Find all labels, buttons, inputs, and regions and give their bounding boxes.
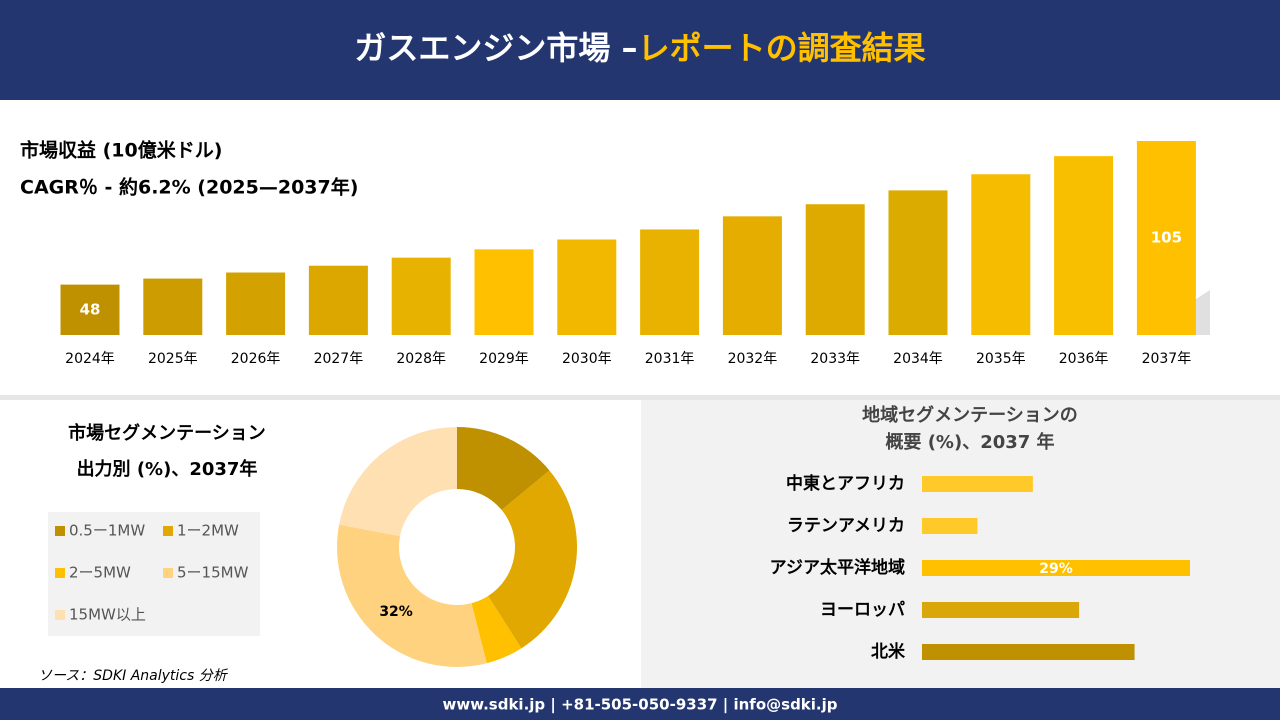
x-tick-label: 2029年	[479, 351, 529, 367]
header-title-part: ガスエンジン市場 –	[354, 29, 637, 67]
y-tick-label: 中東とアフリカ	[786, 473, 905, 494]
legend-label: 0.5ー1MW	[69, 522, 145, 540]
x-tick-label: 2026年	[231, 351, 281, 367]
header-title: ガスエンジン市場 –レポートの調査結果	[354, 29, 925, 67]
x-tick-label: 2033年	[810, 351, 860, 367]
value-label: 32%	[379, 604, 413, 620]
legend-label: 2ー5MW	[69, 564, 131, 582]
bar	[308, 265, 368, 335]
chart-subtitle: 概要 (%)、2037 年	[885, 431, 1054, 453]
bar	[557, 239, 617, 335]
bar	[722, 216, 782, 335]
x-tick-label: 2034年	[893, 351, 943, 367]
bar	[640, 229, 700, 335]
x-tick-label: 2036年	[1059, 351, 1109, 367]
chart-subtitle: CAGR％ - 約6.2% (2025—2037年)	[20, 176, 358, 199]
donut-slice	[339, 427, 457, 537]
x-tick-label: 2032年	[728, 351, 778, 367]
bar	[922, 602, 1080, 618]
x-tick-label: 2027年	[314, 351, 364, 367]
value-label: 105	[1151, 229, 1182, 247]
legend-swatch	[163, 526, 173, 536]
chart-title: 市場セグメンテーション	[68, 422, 266, 444]
region-panel	[641, 400, 1280, 688]
legend-label: 15MW以上	[69, 606, 146, 624]
bar	[143, 278, 203, 335]
donut-slice	[457, 427, 550, 511]
value-label: 29%	[1039, 561, 1073, 577]
bar	[971, 174, 1031, 335]
y-tick-label: 北米	[871, 641, 906, 662]
bar	[922, 644, 1135, 660]
y-tick-label: ヨーロッパ	[820, 600, 905, 620]
bar	[391, 257, 451, 335]
value-label: 48	[80, 300, 101, 318]
donut-slice	[337, 524, 487, 667]
bar	[60, 284, 120, 335]
legend-swatch	[55, 568, 65, 578]
bar	[922, 560, 1190, 576]
donut-slice	[488, 470, 577, 649]
source: ソース：SDKI Analytics 分析	[38, 668, 229, 684]
x-tick-label: 2025年	[148, 351, 198, 367]
header-title-part: レポートの調査結果	[638, 29, 926, 67]
bar	[922, 476, 1033, 492]
bar	[1136, 141, 1196, 335]
chart-subtitle: 出力別 (%)、2037年	[77, 458, 258, 480]
x-tick-label: 2024年	[65, 351, 115, 367]
legend-swatch	[163, 568, 173, 578]
footer-bar	[0, 688, 1280, 720]
legend-label: 1ー2MW	[177, 522, 239, 540]
bar	[922, 518, 978, 534]
bar	[1054, 156, 1114, 335]
legend-swatch	[55, 610, 65, 620]
x-tick-label: 2035年	[976, 351, 1026, 367]
y-tick-label: アジア太平洋地域	[770, 557, 905, 578]
divider	[0, 395, 1280, 400]
x-tick-label: 2031年	[645, 351, 695, 367]
donut-slice	[471, 595, 522, 664]
x-tick-label: 2037年	[1142, 351, 1192, 367]
x-tick-label: 2030年	[562, 351, 612, 367]
bar	[805, 204, 865, 335]
legend-label: 5ー15MW	[177, 564, 249, 582]
chart-title: 市場収益 (10億米ドル)	[20, 139, 222, 162]
legend-box	[48, 512, 260, 636]
y-tick-label: ラテンアメリカ	[787, 516, 905, 536]
chart-title: 地域セグメンテーションの	[862, 404, 1078, 426]
bar	[474, 249, 534, 335]
footer: www.sdki.jp | +81-505-050-9337 | info@sd…	[442, 696, 837, 715]
header-bar	[0, 0, 1280, 100]
bar	[888, 190, 948, 335]
legend-swatch	[55, 526, 65, 536]
x-tick-label: 2028年	[396, 351, 446, 367]
bar	[226, 272, 286, 335]
